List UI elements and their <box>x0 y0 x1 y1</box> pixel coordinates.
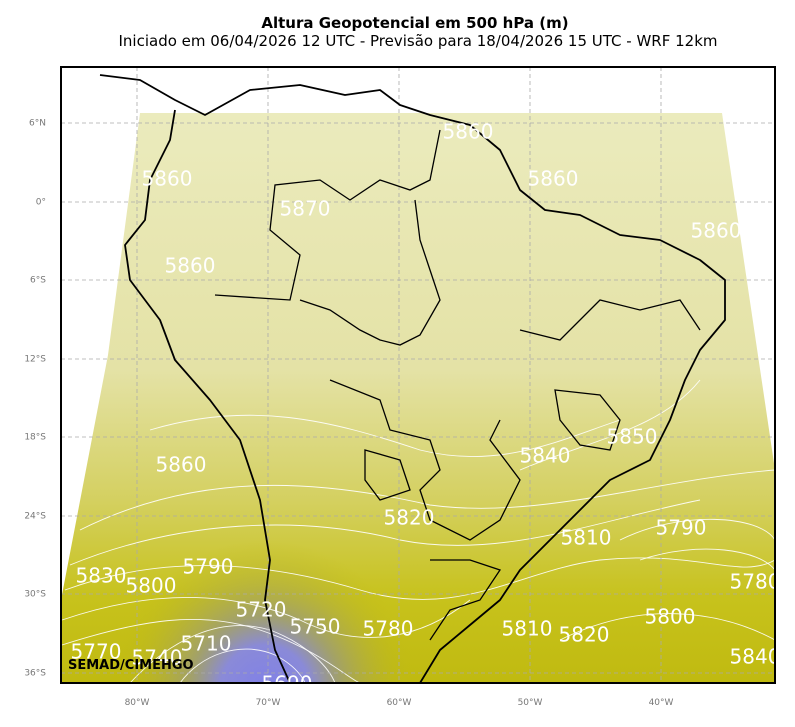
lon-label: 40°W <box>649 698 674 708</box>
frame <box>60 66 776 684</box>
contour-label: 5690 <box>262 672 313 696</box>
lon-labels: 80°W 70°W 60°W 50°W 40°W <box>125 698 674 708</box>
lat-labels: 6°N 0° 6°S 12°S 18°S 24°S 30°S 36°S <box>24 119 46 679</box>
lat-label: 12°S <box>24 355 46 365</box>
grid <box>61 67 775 683</box>
contour-label: 5860 <box>142 167 193 191</box>
contour-label: 5820 <box>559 623 610 647</box>
contour-label: 5710 <box>181 632 232 656</box>
lat-label: 6°N <box>29 119 46 129</box>
contour-label: 5820 <box>384 506 435 530</box>
contour-label: 5810 <box>561 526 612 550</box>
contour-label: 5860 <box>165 254 216 278</box>
credit: SEMAD/CIMEHGO <box>68 658 194 673</box>
low-pressure <box>61 500 775 683</box>
coastline <box>99 74 726 683</box>
contour-label: 5780 <box>363 617 414 641</box>
contour-label: 5860 <box>691 219 742 243</box>
contour-label: 5750 <box>290 615 341 639</box>
contour-label: 5860 <box>156 453 207 477</box>
lat-label: 30°S <box>24 590 46 600</box>
contour-label: 5860 <box>528 167 579 191</box>
contour-label: 5810 <box>502 617 553 641</box>
lat-label: 24°S <box>24 512 46 522</box>
subtitle: Iniciado em 06/04/2026 12 UTC - Previsão… <box>118 32 717 50</box>
contour-label: 5720 <box>236 598 287 622</box>
lon-label: 60°W <box>387 698 412 708</box>
lat-label: 0° <box>36 198 46 208</box>
contour-label: 5860 <box>443 120 494 144</box>
contour-label: 5870 <box>280 197 331 221</box>
lon-label: 70°W <box>256 698 281 708</box>
contour-label: 5740 <box>132 646 183 670</box>
contour-label: 5790 <box>656 516 707 540</box>
map-area: 5860 5860 5870 5860 5860 5860 5860 5850 … <box>61 67 781 696</box>
lat-label: 6°S <box>30 276 46 286</box>
contour-labels: 5860 5860 5870 5860 5860 5860 5860 5850 … <box>71 120 781 696</box>
lat-label: 18°S <box>24 433 46 443</box>
title: Altura Geopotencial em 500 hPa (m) <box>261 14 568 32</box>
contour-label: 5840 <box>520 444 571 468</box>
borders <box>214 129 701 641</box>
lat-label: 36°S <box>24 669 46 679</box>
contour-label: 5800 <box>126 574 177 598</box>
contour-label: 5830 <box>76 564 127 588</box>
contour-label: 5780 <box>730 570 781 594</box>
contour-label: 5850 <box>607 425 658 449</box>
contour-label: 5800 <box>645 605 696 629</box>
lon-label: 50°W <box>518 698 543 708</box>
isolines <box>61 379 775 683</box>
contour-label: 5790 <box>183 555 234 579</box>
contour-label: 5770 <box>71 640 122 664</box>
contour-label: 5840 <box>730 645 781 669</box>
lon-label: 80°W <box>125 698 150 708</box>
